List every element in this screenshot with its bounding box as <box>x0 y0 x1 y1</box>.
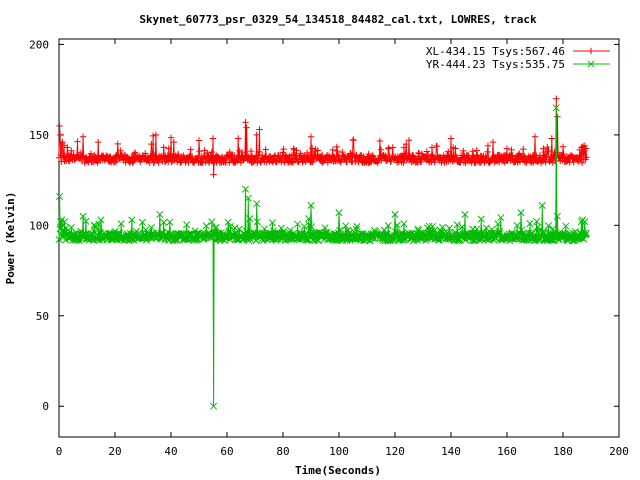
chart-title: Skynet_60773_psr_0329_54_134518_84482_ca… <box>139 13 537 26</box>
x-tick-label: 60 <box>220 445 233 458</box>
x-tick-label: 120 <box>385 445 405 458</box>
y-axis-label: Power (Kelvin) <box>4 192 17 285</box>
x-axis-label: Time(Seconds) <box>295 464 381 477</box>
legend-marker <box>587 60 595 68</box>
legend-label: YR-444.23 Tsys:535.75 <box>426 58 565 71</box>
legend-marker <box>587 47 595 55</box>
series-markers <box>55 104 591 410</box>
y-tick-label: 100 <box>29 219 49 232</box>
x-tick-label: 140 <box>441 445 461 458</box>
legend-label: XL-434.15 Tsys:567.46 <box>426 45 565 58</box>
x-tick-label: 100 <box>329 445 349 458</box>
x-tick-label: 80 <box>276 445 289 458</box>
y-tick-label: 150 <box>29 129 49 142</box>
x-tick-label: 200 <box>609 445 629 458</box>
series-2 <box>55 104 591 410</box>
series-markers <box>55 95 590 178</box>
y-tick-label: 0 <box>42 400 49 413</box>
x-tick-label: 160 <box>497 445 517 458</box>
series-1 <box>55 95 590 178</box>
x-tick-label: 0 <box>56 445 63 458</box>
x-tick-label: 180 <box>553 445 573 458</box>
y-tick-label: 200 <box>29 38 49 51</box>
y-tick-label: 50 <box>36 310 49 323</box>
x-tick-label: 40 <box>164 445 177 458</box>
x-tick-label: 20 <box>108 445 121 458</box>
axis-ticks: 0 20 40 60 80 100 120 140 160 180 200 0 50 100 150 200 <box>29 38 629 458</box>
series-layer <box>55 95 591 410</box>
